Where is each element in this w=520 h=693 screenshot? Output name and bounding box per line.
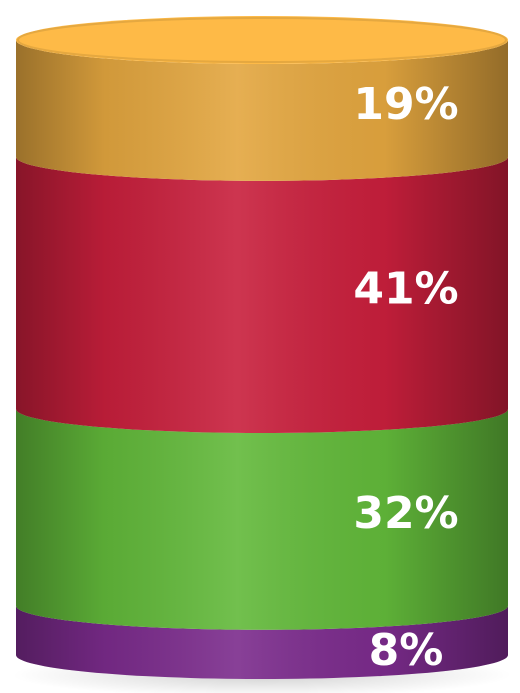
segment-shading [16,605,508,679]
value-label-8pct: 8% [369,625,444,676]
value-label-32pct: 32% [353,488,458,539]
cylinder-top-cap [16,16,508,64]
segment-shading [16,409,508,630]
cylinder-top-rim [17,17,507,63]
value-label-41pct: 41% [353,263,458,314]
segment-shading [16,156,508,433]
value-labels: 19% 41% 32% 8% [353,79,458,676]
value-label-19pct: 19% [353,79,458,130]
cylinder-segments [16,16,508,679]
segment-shading [16,40,508,181]
